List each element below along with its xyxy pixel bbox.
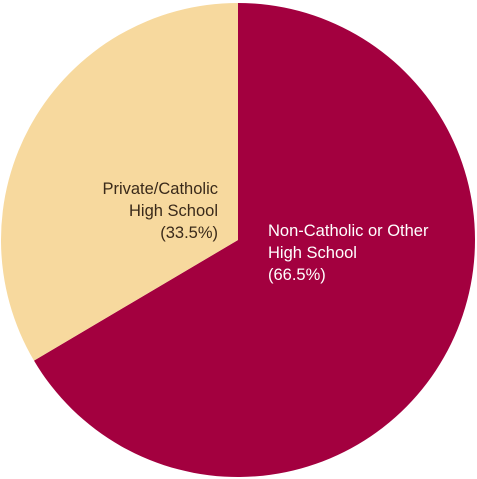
pie-slice-label-2: Private/Catholic High School (33.5%) [102, 180, 218, 242]
pie-slice-label-line: Non-Catholic or Other [268, 222, 429, 240]
pie-slice-label-line: (33.5%) [160, 224, 218, 242]
pie-slices [0, 3, 475, 477]
pie-slice-label-line: Private/Catholic [102, 180, 218, 198]
pie-slice-2 [0, 3, 239, 361]
pie-slice-label-line: High School [268, 244, 357, 262]
pie-slice-label-1: Non-Catholic or Other High School (66.5%) [268, 222, 429, 284]
pie-slice-1 [34, 3, 475, 477]
pie-labels: Non-Catholic or Other High School (66.5%) P… [102, 180, 429, 284]
pie-slice-label-line: High School [129, 202, 218, 220]
pie-slice-label-line: (66.5%) [268, 266, 326, 284]
